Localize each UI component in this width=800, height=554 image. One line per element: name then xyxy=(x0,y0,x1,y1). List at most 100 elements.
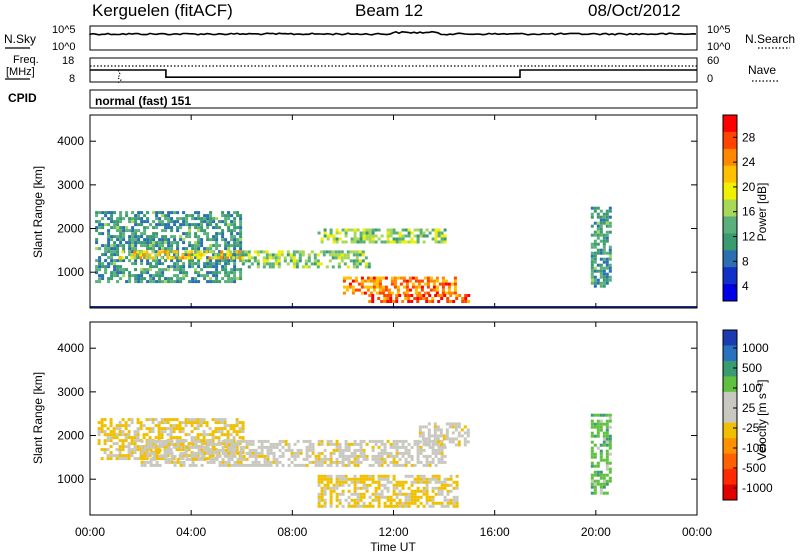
heatmap-cell xyxy=(118,451,122,455)
colorbar-tick-label: 8 xyxy=(742,254,749,268)
heatmap-cell xyxy=(375,282,379,286)
heatmap-cell xyxy=(215,217,219,221)
heatmap-cell xyxy=(359,480,363,484)
heatmap-cell xyxy=(218,253,222,257)
heatmap-cell xyxy=(214,427,218,431)
heatmap-cell xyxy=(353,228,357,232)
heatmap-cell xyxy=(181,442,185,446)
y-tick-label: 3000 xyxy=(57,178,84,192)
heatmap-cell xyxy=(251,439,255,443)
heatmap-cell xyxy=(605,266,609,270)
heatmap-cell xyxy=(260,448,264,452)
heatmap-cell xyxy=(170,250,174,254)
heatmap-cell xyxy=(372,285,376,289)
heatmap-cell xyxy=(215,247,219,251)
heatmap-cell xyxy=(221,265,225,269)
heatmap-cell xyxy=(410,457,414,461)
heatmap-cell xyxy=(452,300,456,303)
heatmap-cell xyxy=(230,448,234,452)
heatmap-cell xyxy=(307,259,311,263)
heatmap-cell xyxy=(212,238,216,242)
heatmap-cell xyxy=(125,241,129,245)
heatmap-cell xyxy=(151,418,155,422)
heatmap-cell xyxy=(215,442,219,446)
heatmap-cell xyxy=(431,489,435,493)
heatmap-cell xyxy=(101,226,105,230)
heatmap-cell xyxy=(199,256,203,260)
heatmap-cell xyxy=(383,297,387,300)
heatmap-cell xyxy=(281,439,285,443)
heatmap-cell xyxy=(326,442,330,446)
heatmap-cell xyxy=(164,457,168,461)
heatmap-cell xyxy=(377,480,381,484)
heatmap-cell xyxy=(446,498,450,502)
heatmap-cell xyxy=(217,436,221,440)
heatmap-cell xyxy=(233,235,237,239)
heatmap-cell xyxy=(392,454,396,458)
heatmap-cell xyxy=(143,241,147,245)
heatmap-cell xyxy=(209,223,213,227)
heatmap-cell xyxy=(602,476,606,480)
heatmap-cell xyxy=(599,230,603,234)
heatmap-cell xyxy=(178,436,182,440)
x-axis-label: Time UT xyxy=(370,540,416,554)
heatmap-cell xyxy=(407,234,411,238)
heatmap-cell xyxy=(139,457,143,461)
heatmap-cell xyxy=(343,253,347,257)
heatmap-cell xyxy=(248,448,252,452)
heatmap-cell xyxy=(292,262,296,266)
heatmap-cell xyxy=(212,445,216,449)
heatmap-cell xyxy=(404,460,408,464)
heatmap-cell xyxy=(167,226,171,230)
heatmap-cell xyxy=(268,253,272,257)
heatmap-cell xyxy=(154,436,158,440)
heatmap-cell xyxy=(384,276,388,280)
heatmap-cell xyxy=(233,226,237,230)
heatmap-cell xyxy=(101,217,105,221)
heatmap-cell xyxy=(104,223,108,227)
heatmap-cell xyxy=(425,483,429,487)
heatmap-cell xyxy=(421,437,425,441)
heatmap-cell xyxy=(362,501,366,505)
heatmap-cell xyxy=(363,291,367,295)
heatmap-cell xyxy=(175,445,179,449)
heatmap-cell xyxy=(356,480,360,484)
heatmap-cell xyxy=(387,291,391,295)
heatmap-cell xyxy=(353,234,357,238)
heatmap-cell xyxy=(184,256,188,260)
heatmap-cell xyxy=(127,454,131,458)
heatmap-cell xyxy=(164,268,168,272)
heatmap-cell xyxy=(377,451,381,455)
heatmap-cell xyxy=(602,473,606,477)
heatmap-cell xyxy=(443,498,447,502)
heatmap-cell xyxy=(110,247,114,251)
heatmap-cell xyxy=(445,437,449,441)
heatmap-cell xyxy=(236,277,240,281)
heatmap-cell xyxy=(254,448,258,452)
heatmap-cell xyxy=(158,442,162,446)
heatmap-cell xyxy=(146,460,150,464)
heatmap-cell xyxy=(608,206,612,210)
heatmap-cell xyxy=(313,256,317,260)
heatmap-cell xyxy=(605,464,609,468)
heatmap-cell xyxy=(431,300,435,303)
heatmap-cell xyxy=(374,495,378,499)
heatmap-cell xyxy=(194,226,198,230)
heatmap-cell xyxy=(602,212,606,216)
heatmap-cell xyxy=(143,244,147,248)
heatmap-cell xyxy=(410,231,414,235)
heatmap-cell xyxy=(200,241,204,245)
heatmap-cell xyxy=(390,279,394,283)
heatmap-cell xyxy=(599,476,603,480)
heatmap-cell xyxy=(142,451,146,455)
heatmap-cell xyxy=(224,451,228,455)
heatmap-cell xyxy=(450,291,454,295)
heatmap-cell xyxy=(161,229,165,233)
heatmap-cell xyxy=(392,489,396,493)
heatmap-cell xyxy=(203,217,207,221)
heatmap-cell xyxy=(355,250,359,254)
heatmap-cell xyxy=(424,443,428,447)
heatmap-cell xyxy=(221,229,225,233)
heatmap-cell xyxy=(281,451,285,455)
heatmap-cell xyxy=(238,256,242,260)
